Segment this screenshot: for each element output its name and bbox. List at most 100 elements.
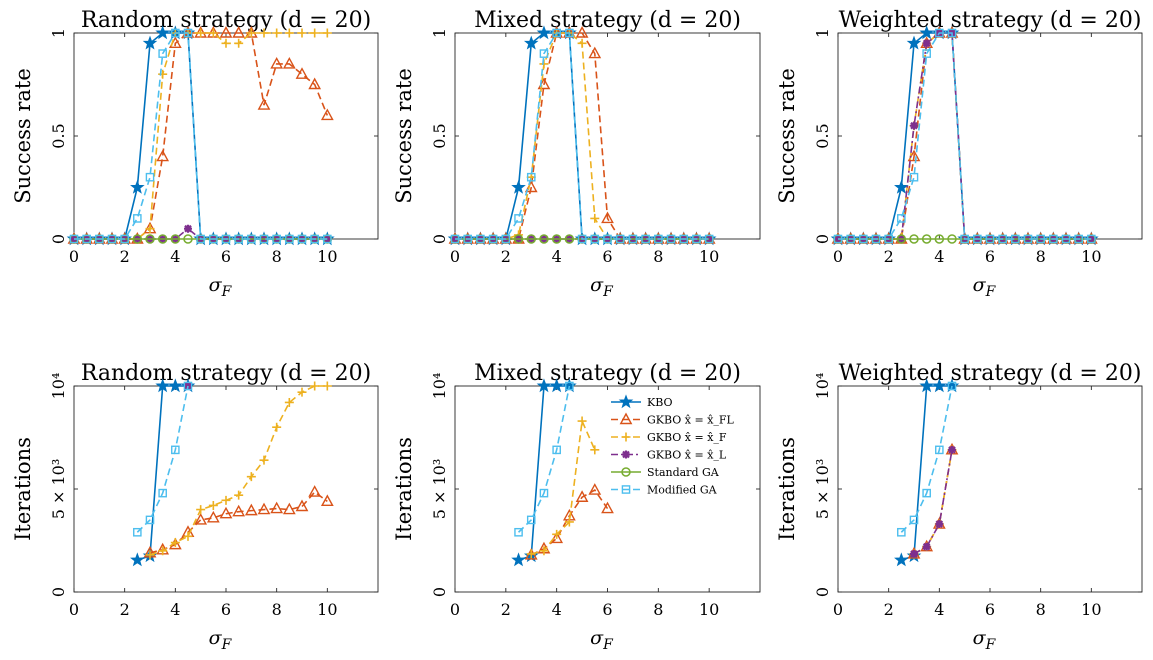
data-point (973, 234, 982, 244)
data-point (590, 213, 600, 223)
series-gkbo-x-x-f (526, 416, 600, 559)
data-point (909, 234, 919, 244)
data-point (846, 234, 855, 244)
data-point (196, 505, 206, 515)
data-point (170, 538, 180, 548)
data-point (145, 224, 155, 234)
data-point (145, 172, 155, 182)
series-line (531, 418, 596, 555)
data-point (170, 234, 181, 244)
series-line (137, 385, 188, 561)
series-line (838, 32, 1092, 240)
x-tick-label: 2 (120, 600, 130, 619)
data-point (641, 234, 650, 244)
data-point (270, 501, 284, 514)
data-point (539, 488, 549, 498)
x-tick-label: 10 (699, 600, 719, 619)
data-point (601, 211, 614, 224)
series-gkbo-x-x-fl (831, 26, 1098, 244)
data-point (322, 28, 332, 38)
data-point (871, 234, 881, 244)
data-point (221, 38, 231, 48)
data-point (95, 234, 104, 244)
data-point (208, 500, 218, 510)
data-point (297, 387, 307, 397)
y-tick-label: 0 (430, 234, 449, 244)
x-tick-label: 2 (120, 247, 130, 266)
data-point (247, 234, 256, 244)
data-point (588, 483, 602, 495)
data-point (550, 531, 564, 544)
y-axis-label: Success rate (392, 68, 416, 204)
series-modified-ga (133, 381, 193, 537)
data-point (282, 502, 296, 515)
data-point (603, 234, 612, 244)
y-tick-label: 10⁴ (49, 373, 68, 400)
data-point (511, 552, 526, 567)
data-point (910, 549, 918, 558)
data-point (463, 234, 473, 244)
data-point (922, 488, 931, 498)
series-line (136, 385, 189, 533)
data-point (120, 234, 129, 244)
x-tick-label: 4 (170, 247, 180, 266)
data-point (310, 234, 319, 244)
axes-box (73, 32, 379, 240)
legend-marker (619, 412, 633, 425)
data-point (909, 515, 919, 525)
data-point (206, 510, 220, 523)
legend-marker (621, 432, 631, 442)
x-tick-label: 6 (221, 600, 231, 619)
series-kbo (830, 25, 1099, 246)
data-point (259, 455, 269, 465)
x-tick-label: 0 (69, 600, 79, 619)
x-tick-label: 8 (1036, 247, 1046, 266)
data-point (284, 397, 294, 407)
data-point (526, 172, 536, 182)
y-tick-label: 10⁴ (430, 373, 449, 400)
data-point (82, 234, 91, 244)
data-point (577, 234, 587, 244)
data-point (897, 214, 906, 223)
series-kbo (66, 25, 335, 246)
data-point (157, 234, 168, 244)
series-gkbo-x-x-fl (67, 26, 334, 244)
x-tick-label: 8 (653, 247, 663, 266)
series-line (74, 32, 328, 240)
data-point (998, 234, 1007, 244)
legend-marker (618, 394, 634, 409)
x-tick-label: 8 (272, 247, 282, 266)
data-point (183, 381, 193, 391)
series-gkbo-x-x-fl (448, 26, 716, 244)
x-tick-label: 4 (552, 600, 562, 619)
series-line (455, 32, 710, 240)
series-line (838, 32, 1092, 240)
x-axis-label: σF (590, 627, 614, 653)
data-point (910, 121, 918, 130)
y-tick-label: 0 (813, 234, 832, 244)
y-tick-label: 1 (430, 28, 449, 38)
y-tick-label: 0.5 (813, 123, 832, 148)
series-line (838, 32, 1092, 240)
y-tick-label: 0 (49, 587, 68, 597)
data-point (145, 234, 155, 244)
data-point (1061, 234, 1071, 244)
x-tick-label: 8 (1036, 600, 1046, 619)
axes-box (73, 385, 379, 593)
data-point (935, 520, 944, 529)
series-gkbo-x-x-f (145, 381, 332, 560)
data-point (272, 234, 281, 244)
series-line (455, 32, 710, 240)
data-point (575, 26, 589, 38)
data-point (935, 445, 944, 455)
data-point (947, 28, 957, 38)
data-point (272, 28, 282, 38)
axes-box (837, 32, 1143, 240)
panel-3: 0 2 4 6 8 10 0 0.5 1 Weighted strategy (d = 20) Su… (775, 8, 1143, 300)
data-point (246, 28, 256, 38)
data-point (501, 234, 511, 244)
data-point (564, 234, 575, 244)
data-point (196, 234, 205, 244)
